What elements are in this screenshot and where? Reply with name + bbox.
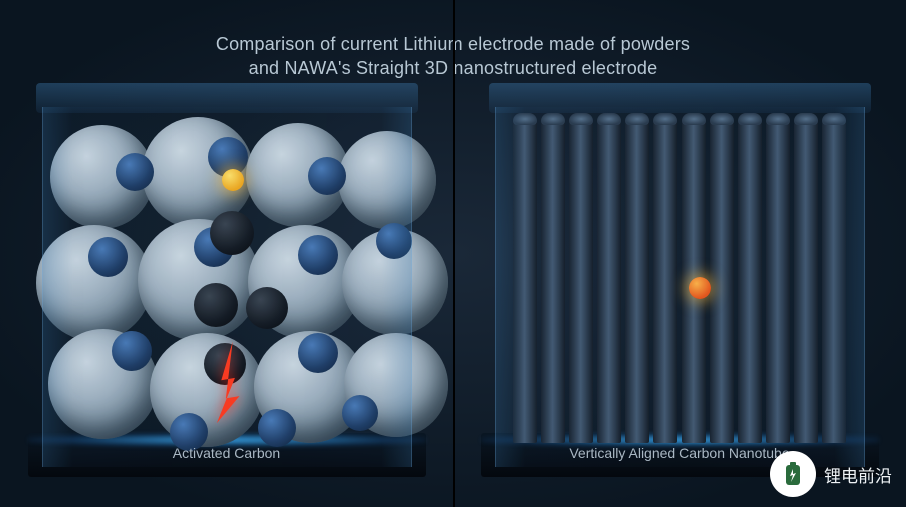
nanotube bbox=[710, 113, 734, 443]
nanotube bbox=[822, 113, 846, 443]
binder-sphere bbox=[116, 153, 154, 191]
lithium-ion-left bbox=[222, 169, 244, 191]
watermark: 锂电前沿 bbox=[770, 451, 892, 497]
panel-divider bbox=[453, 0, 455, 507]
lithium-ion-right bbox=[689, 277, 711, 299]
carbon-sphere bbox=[210, 211, 254, 255]
watermark-icon bbox=[770, 451, 816, 497]
carbon-sphere bbox=[194, 283, 238, 327]
panel-activated-carbon: Activated Carbon bbox=[0, 0, 453, 507]
binder-sphere bbox=[88, 237, 128, 277]
caption-left: Activated Carbon bbox=[0, 445, 453, 461]
nanotube bbox=[513, 113, 537, 443]
nanotube bbox=[794, 113, 818, 443]
nanotube bbox=[653, 113, 677, 443]
nanotube bbox=[738, 113, 762, 443]
nanotube bbox=[541, 113, 565, 443]
glass-container-left bbox=[42, 107, 412, 467]
binder-sphere bbox=[298, 333, 338, 373]
binder-sphere bbox=[258, 409, 296, 447]
nanotube bbox=[766, 113, 790, 443]
nanotube bbox=[569, 113, 593, 443]
glass-container-right bbox=[495, 107, 865, 467]
binder-sphere bbox=[298, 235, 338, 275]
watermark-text: 锂电前沿 bbox=[824, 462, 892, 487]
binder-sphere bbox=[112, 331, 152, 371]
binder-sphere bbox=[342, 395, 378, 431]
nanotube bbox=[597, 113, 621, 443]
carbon-sphere bbox=[246, 287, 288, 329]
powder-sphere bbox=[338, 131, 436, 229]
nanotube bbox=[625, 113, 649, 443]
nanotube-array bbox=[513, 113, 847, 443]
panel-nanotube: Vertically Aligned Carbon Nanotube bbox=[453, 0, 906, 507]
binder-sphere bbox=[376, 223, 412, 259]
crack-bolt-icon bbox=[210, 339, 244, 435]
binder-sphere bbox=[308, 157, 346, 195]
